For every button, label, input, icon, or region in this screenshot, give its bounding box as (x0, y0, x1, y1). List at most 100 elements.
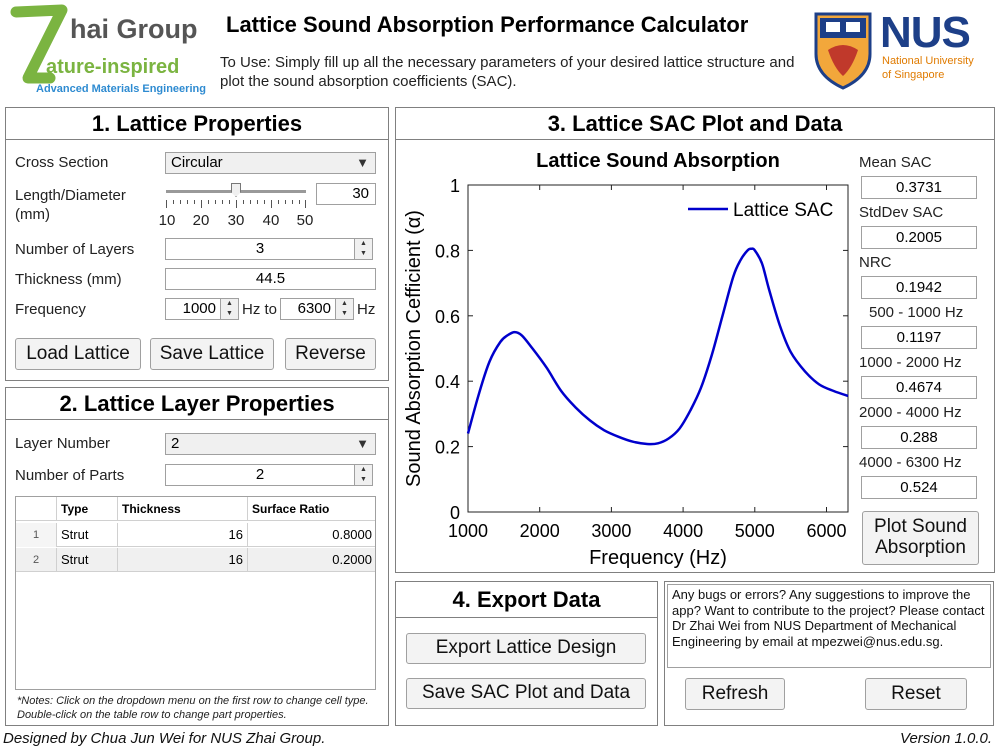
stat-label: 1000 - 2000 Hz (859, 354, 962, 371)
stat-label: NRC (859, 254, 892, 271)
spin-up-icon[interactable]: ▲ (341, 300, 348, 307)
row-ratio[interactable]: 0.2000 (332, 552, 372, 567)
frequency-label: Frequency (15, 301, 86, 318)
length-input[interactable]: 30 (316, 183, 376, 205)
x-tick-label: 2000 (520, 521, 560, 541)
legend-label: Lattice SAC (733, 200, 833, 221)
series-line-lattice-sac (466, 247, 849, 446)
stat-value: 0.1942 (861, 276, 977, 299)
table-notes: *Notes: Click on the dropdown menu on th… (17, 695, 369, 721)
row-type[interactable]: Strut (57, 548, 118, 572)
chart-title: Lattice Sound Absorption (536, 150, 780, 172)
layers-spinner[interactable]: 3 ▲ ▼ (165, 238, 373, 260)
lattice-properties-panel: 1. Lattice Properties Cross Section Circ… (5, 107, 389, 381)
thickness-value: 44.5 (165, 268, 376, 290)
y-tick-label: 1 (450, 176, 460, 196)
spin-up-icon[interactable]: ▲ (360, 240, 367, 247)
spin-down-icon[interactable]: ▼ (360, 250, 367, 257)
zhai-group-logo: hai Group ature-inspired Advanced Materi… (10, 4, 215, 100)
spin-down-icon[interactable]: ▼ (226, 310, 233, 317)
cross-section-value: Circular (171, 154, 223, 171)
app-title: Lattice Sound Absorption Performance Cal… (226, 12, 749, 37)
stat-value: 0.288 (861, 426, 977, 449)
chevron-down-icon: ▼ (356, 436, 369, 451)
stat-label: 4000 - 6300 Hz (859, 454, 962, 471)
stat-value: 0.1197 (861, 326, 977, 349)
parts-label: Number of Parts (15, 467, 125, 484)
thickness-label: Thickness (mm) (15, 271, 122, 288)
spinner-buttons[interactable]: ▲ ▼ (354, 239, 372, 259)
slider-tick-label: 40 (262, 212, 280, 229)
slider-thumb[interactable] (231, 183, 241, 197)
instructions-text: To Use: Simply fill up all the necessary… (220, 54, 795, 90)
length-label-1: Length/Diameter (15, 187, 126, 204)
x-tick-label: 3000 (591, 521, 631, 541)
row-type[interactable]: Strut (57, 523, 118, 547)
slider-ticks (166, 200, 306, 208)
logo-subtitle: Advanced Materials Engineering (36, 83, 206, 95)
x-axis-label: Frequency (Hz) (589, 547, 727, 569)
refresh-button[interactable]: Refresh (685, 678, 785, 710)
panel-title: 3. Lattice SAC Plot and Data (396, 108, 994, 140)
length-slider[interactable] (166, 182, 306, 222)
contact-text-box: Any bugs or errors? Any suggestions to i… (667, 584, 991, 668)
slider-tick-label: 50 (296, 212, 314, 229)
row-thickness[interactable]: 16 (118, 548, 248, 572)
row-ratio[interactable]: 0.8000 (332, 527, 372, 542)
reverse-button[interactable]: Reverse (285, 338, 376, 370)
sac-plot-panel: 3. Lattice SAC Plot and Data Lattice Sou… (395, 107, 995, 573)
row-thickness[interactable]: 16 (118, 523, 248, 547)
layer-number-dropdown[interactable]: 2 ▼ (165, 433, 376, 455)
plot-button-line1: Plot Sound (874, 516, 967, 538)
spin-down-icon[interactable]: ▼ (360, 476, 367, 483)
freq-from-spinner[interactable]: 1000 ▲ ▼ (165, 298, 239, 320)
parts-value: 2 (255, 466, 265, 483)
export-lattice-design-button[interactable]: Export Lattice Design (406, 633, 646, 664)
layer-number-label: Layer Number (15, 435, 111, 452)
panel-title: 4. Export Data (396, 582, 657, 618)
logo-group-text: hai Group (70, 14, 198, 44)
footer-credit: Designed by Chua Jun Wei for NUS Zhai Gr… (3, 730, 326, 747)
nus-logo: NUS National University of Singapore (812, 8, 992, 92)
slider-tick-label: 20 (192, 212, 210, 229)
save-sac-plot-button[interactable]: Save SAC Plot and Data (406, 678, 646, 709)
nus-sub1: National University (882, 55, 974, 67)
spin-up-icon[interactable]: ▲ (360, 466, 367, 473)
x-tick-label: 5000 (735, 521, 775, 541)
slider-tick-label: 30 (227, 212, 245, 229)
spin-down-icon[interactable]: ▼ (341, 310, 348, 317)
footer-version: Version 1.0.0. (900, 730, 992, 747)
table-row[interactable]: 1 Strut 16 0.8000 (16, 523, 375, 547)
freq-to-value: 6300 (297, 300, 331, 317)
stat-label: 2000 - 4000 Hz (859, 404, 962, 421)
header-cell (16, 497, 57, 521)
table-header: Type Thickness Surface Ratio (16, 497, 375, 521)
y-tick-label: 0.2 (435, 438, 460, 458)
load-lattice-button[interactable]: Load Lattice (15, 338, 141, 370)
parts-spinner[interactable]: 2 ▲ ▼ (165, 464, 373, 486)
stats-column: Mean SAC 0.3731 StdDev SAC 0.2005 NRC 0.1942 5… (859, 154, 989, 514)
hz-label: Hz (357, 301, 376, 318)
stat-label: Mean SAC (859, 154, 932, 171)
layer-number-value: 2 (171, 435, 180, 452)
stat-value: 0.524 (861, 476, 977, 499)
row-index: 2 (16, 548, 57, 572)
contact-text: Any bugs or errors? Any suggestions to i… (672, 587, 985, 649)
spinner-buttons[interactable]: ▲ ▼ (354, 465, 372, 485)
cross-section-dropdown[interactable]: Circular ▼ (165, 152, 376, 174)
header-cell: Type (57, 497, 118, 521)
parts-table[interactable]: Type Thickness Surface Ratio 1 Strut 16 … (15, 496, 376, 690)
panel-title: 1. Lattice Properties (6, 108, 388, 140)
spin-up-icon[interactable]: ▲ (226, 300, 233, 307)
reset-button[interactable]: Reset (865, 678, 967, 710)
freq-to-spinner[interactable]: 6300 ▲ ▼ (280, 298, 354, 320)
spinner-buttons[interactable]: ▲ ▼ (220, 299, 238, 319)
y-tick-label: 0.8 (435, 241, 460, 261)
table-row[interactable]: 2 Strut 16 0.2000 (16, 548, 375, 572)
layers-label: Number of Layers (15, 241, 135, 258)
spinner-buttons[interactable]: ▲ ▼ (335, 299, 353, 319)
freq-from-value: 1000 (182, 300, 216, 317)
contact-panel: Any bugs or errors? Any suggestions to i… (664, 581, 994, 726)
plot-sound-absorption-button[interactable]: Plot Sound Absorption (862, 511, 979, 565)
save-lattice-button[interactable]: Save Lattice (150, 338, 274, 370)
